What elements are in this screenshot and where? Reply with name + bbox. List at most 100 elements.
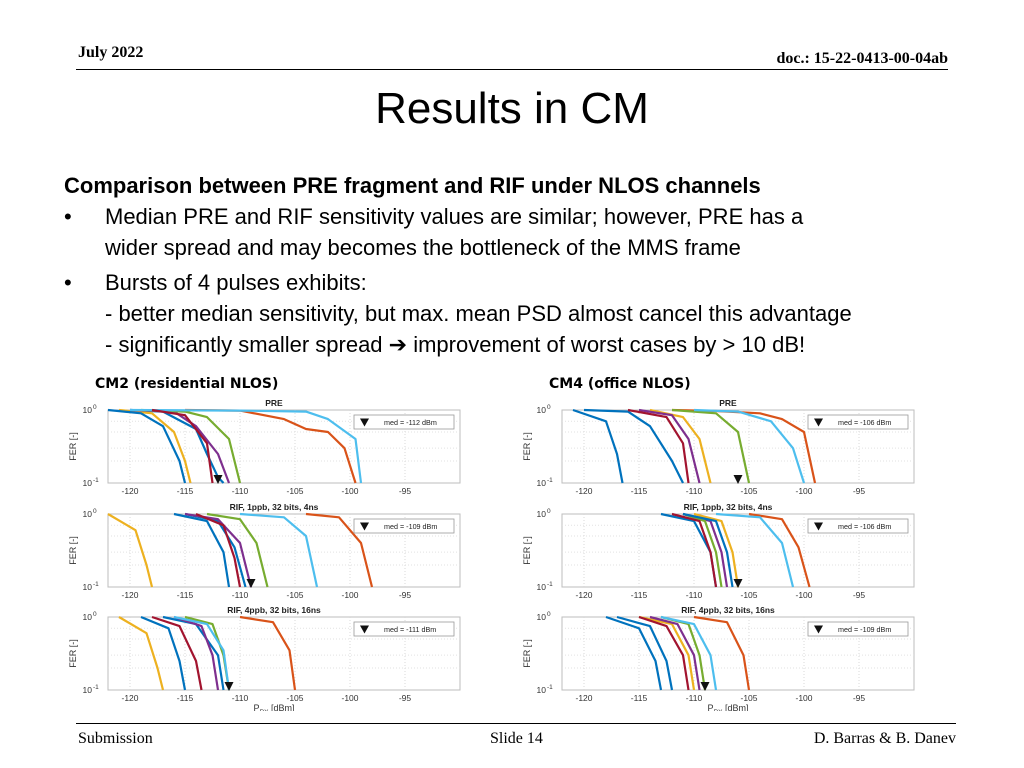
series-line-6 bbox=[660, 615, 718, 691]
series-line-7 bbox=[638, 615, 690, 691]
series-line-4 bbox=[638, 408, 701, 484]
footer-slide-number: Slide 14 bbox=[490, 730, 543, 747]
x-tick-label: -120 bbox=[575, 486, 592, 496]
legend-marker bbox=[360, 522, 369, 531]
legend-box bbox=[353, 414, 455, 430]
legend-marker bbox=[814, 418, 823, 427]
series-line-7 bbox=[151, 408, 214, 484]
series-line-8 bbox=[682, 512, 734, 588]
y-tick-label: 10 bbox=[537, 478, 547, 488]
y-axis-label: FER [-] bbox=[522, 639, 532, 668]
slide-heading: Comparison between PRE fragment and RIF … bbox=[64, 173, 761, 198]
legend-box bbox=[353, 518, 455, 534]
series-line-6 bbox=[693, 408, 806, 484]
chart-cm2-rif-1ppb: -120 -115 -110 -105 -100 -95 10 0 10 -1 FER [-] RIF… bbox=[50, 500, 470, 608]
y-tick-exponent: -1 bbox=[547, 477, 553, 484]
bullet-dot: • bbox=[64, 270, 72, 295]
legend-label: med = -111 dBm bbox=[384, 625, 436, 634]
x-tick-label: -100 bbox=[795, 590, 812, 600]
slide-body: Comparison between PRE fragment and RIF … bbox=[64, 170, 984, 360]
y-tick-label: 10 bbox=[537, 405, 547, 415]
x-tick-label: -115 bbox=[631, 486, 648, 496]
chart-title: RIF, 4ppb, 32 bits, 16ns bbox=[227, 605, 321, 615]
y-tick-exponent: -1 bbox=[93, 684, 99, 691]
x-tick-label: -105 bbox=[286, 693, 303, 703]
series-line-7 bbox=[195, 512, 242, 588]
x-tick-label: -110 bbox=[686, 486, 703, 496]
y-tick-label: 10 bbox=[83, 405, 93, 415]
legend-marker bbox=[360, 625, 369, 634]
header-date: July 2022 bbox=[78, 44, 144, 61]
legend-label: med = -109 dBm bbox=[384, 522, 437, 531]
series-line-1 bbox=[583, 408, 684, 484]
x-tick-label: -100 bbox=[341, 693, 358, 703]
chart-title: RIF, 1ppb, 32 bits, 4ns bbox=[230, 502, 319, 512]
x-tick-label: -95 bbox=[399, 693, 412, 703]
y-tick-exponent: 0 bbox=[547, 404, 551, 411]
bullet-1: • Median PRE and RIF sensitivity values … bbox=[64, 201, 984, 263]
x-tick-label: -120 bbox=[121, 693, 138, 703]
legend-marker bbox=[814, 522, 823, 531]
x-tick-label: -95 bbox=[853, 693, 866, 703]
series-line-2 bbox=[239, 615, 297, 691]
chart-cm4-rif-4ppb: -120 -115 -110 -105 -100 -95 10 0 10 -1 FER [-] RIF… bbox=[504, 603, 924, 711]
y-tick-exponent: 0 bbox=[547, 611, 551, 618]
x-tick-label: -120 bbox=[575, 693, 592, 703]
chart-title: PRE bbox=[719, 398, 737, 408]
x-tick-label: -120 bbox=[575, 590, 592, 600]
bullet-2-line-2: - better median sensitivity, but max. me… bbox=[105, 301, 852, 326]
legend-marker bbox=[814, 625, 823, 634]
y-axis-label: FER [-] bbox=[522, 432, 532, 461]
series-line-3 bbox=[107, 513, 154, 588]
legend-label: med = -112 dBm bbox=[384, 418, 437, 427]
series-line-8 bbox=[140, 615, 187, 691]
x-tick-label: -95 bbox=[399, 486, 412, 496]
series-line-5 bbox=[206, 512, 269, 588]
y-tick-exponent: 0 bbox=[93, 404, 97, 411]
x-axis-label: PRX [dBm] bbox=[253, 703, 294, 711]
x-tick-label: -120 bbox=[121, 486, 138, 496]
legend-box bbox=[807, 518, 909, 534]
x-tick-label: -110 bbox=[232, 590, 249, 600]
x-tick-label: -110 bbox=[686, 590, 703, 600]
x-tick-label: -115 bbox=[177, 693, 194, 703]
median-marker bbox=[733, 579, 743, 588]
y-tick-exponent: -1 bbox=[93, 581, 99, 588]
series-line-6 bbox=[715, 512, 795, 588]
series-line-8 bbox=[173, 512, 231, 588]
series-line-7 bbox=[627, 408, 690, 484]
footer-divider bbox=[76, 723, 956, 724]
series-line-4 bbox=[649, 615, 701, 691]
bullet-2: • Bursts of 4 pulses exhibits: - better … bbox=[64, 267, 984, 360]
y-axis-label: FER [-] bbox=[522, 536, 532, 565]
y-tick-label: 10 bbox=[537, 612, 547, 622]
median-marker bbox=[733, 475, 743, 484]
x-tick-label: -105 bbox=[740, 486, 757, 496]
chart-cm2-rif-4ppb: -120 -115 -110 -105 -100 -95 10 0 10 -1 FER [-] RIF… bbox=[50, 603, 470, 711]
y-axis-label: FER [-] bbox=[68, 639, 78, 668]
y-tick-label: 10 bbox=[83, 582, 93, 592]
x-tick-label: -105 bbox=[286, 590, 303, 600]
legend-box bbox=[353, 621, 455, 637]
y-tick-exponent: 0 bbox=[93, 508, 97, 515]
y-tick-label: 10 bbox=[83, 509, 93, 519]
header-doc-id: doc.: 15-22-0413-00-04ab bbox=[776, 50, 948, 67]
series-line-2 bbox=[748, 512, 811, 588]
series-line-8 bbox=[107, 408, 187, 484]
y-tick-label: 10 bbox=[537, 582, 547, 592]
series-line-6 bbox=[129, 408, 363, 484]
legend-box bbox=[807, 414, 909, 430]
footer-authors: D. Barras & B. Danev bbox=[813, 730, 956, 747]
series-line-3 bbox=[638, 615, 696, 691]
x-tick-label: -115 bbox=[177, 486, 194, 496]
x-tick-label: -115 bbox=[631, 693, 648, 703]
bullet-2-line-1: Bursts of 4 pulses exhibits: bbox=[105, 270, 367, 295]
footer-submission: Submission bbox=[78, 730, 153, 747]
cm2-label: CM2 (residential NLOS) bbox=[95, 376, 279, 392]
header-divider bbox=[76, 69, 948, 70]
x-tick-label: -115 bbox=[177, 590, 194, 600]
chart-title: RIF, 1ppb, 32 bits, 4ns bbox=[684, 502, 773, 512]
